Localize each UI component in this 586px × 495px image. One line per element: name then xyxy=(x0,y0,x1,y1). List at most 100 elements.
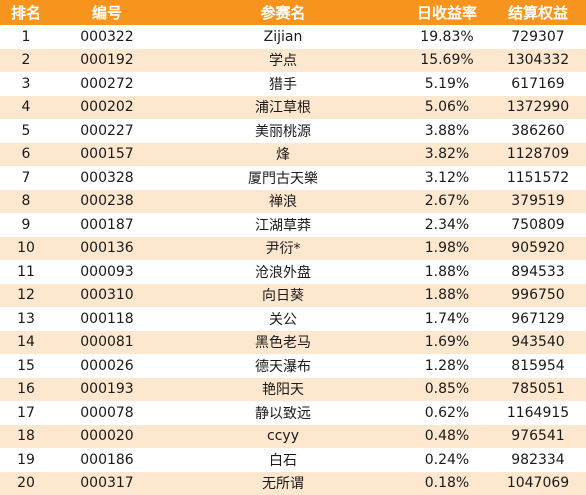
cell-rank: 3 xyxy=(21,75,31,92)
cell-name: 静以致远 xyxy=(255,405,311,422)
cell-equity: 943540 xyxy=(511,334,565,351)
cell-name: 无所谓 xyxy=(262,476,304,493)
table-row: 10 000136 尹衍* 1.98% 905920 xyxy=(0,236,586,260)
cell-rank: 16 xyxy=(17,381,35,398)
cell-code: 000081 xyxy=(80,334,134,351)
cell-name: 向日葵 xyxy=(262,288,304,305)
cell-code: 000026 xyxy=(80,357,134,374)
cell-equity: 750809 xyxy=(511,216,565,233)
cell-rank: 8 xyxy=(21,193,31,210)
cell-name: 沧浪外盘 xyxy=(255,264,311,281)
cell-rank: 14 xyxy=(17,334,35,351)
cell-equity: 976541 xyxy=(511,428,565,445)
cell-rank: 9 xyxy=(21,216,31,233)
table-row: 14 000081 黑色老马 1.69% 943540 xyxy=(0,330,586,354)
header-equity: 结算权益 xyxy=(507,4,568,22)
cell-code: 000136 xyxy=(80,240,134,257)
cell-code: 000078 xyxy=(80,404,134,421)
cell-daily-return: 1.98% xyxy=(424,240,470,257)
table-row: 15 000026 德天瀑布 1.28% 815954 xyxy=(0,354,586,378)
cell-daily-return: 0.18% xyxy=(424,475,470,492)
table-row: 1 000322 Zijian 19.83% 729307 xyxy=(0,25,586,49)
cell-name: 美丽桃源 xyxy=(255,123,311,140)
cell-name: 德天瀑布 xyxy=(255,358,311,375)
cell-daily-return: 3.82% xyxy=(424,146,470,163)
cell-name: 黑色老马 xyxy=(255,335,311,352)
cell-daily-return: 3.88% xyxy=(424,122,470,139)
cell-rank: 17 xyxy=(17,404,35,421)
cell-code: 000157 xyxy=(80,146,134,163)
cell-daily-return: 5.06% xyxy=(424,99,470,116)
cell-equity: 967129 xyxy=(511,310,565,327)
cell-daily-return: 19.83% xyxy=(420,28,474,45)
cell-equity: 982334 xyxy=(511,451,565,468)
cell-daily-return: 2.67% xyxy=(424,193,470,210)
cell-name: 学点 xyxy=(269,53,297,70)
cell-daily-return: 0.48% xyxy=(424,428,470,445)
table-header: 排名 编号 参赛名 日收益率 结算权益 xyxy=(0,0,586,25)
cell-equity: 785051 xyxy=(511,381,565,398)
cell-equity: 1151572 xyxy=(506,169,570,186)
cell-code: 000227 xyxy=(80,122,134,139)
cell-code: 000192 xyxy=(80,52,134,69)
cell-name: 厦門古天樂 xyxy=(248,170,318,187)
cell-name: 艳阳天 xyxy=(262,382,304,399)
cell-name: 禅浪 xyxy=(269,194,297,211)
cell-rank: 7 xyxy=(21,169,31,186)
cell-code: 000118 xyxy=(80,310,134,327)
cell-daily-return: 5.19% xyxy=(424,75,470,92)
header-rank: 排名 xyxy=(10,4,41,22)
cell-name: 烽 xyxy=(276,147,290,164)
table-row: 8 000238 禅浪 2.67% 379519 xyxy=(0,189,586,213)
cell-equity: 1372990 xyxy=(506,99,570,116)
cell-equity: 1304332 xyxy=(506,52,570,69)
cell-name: 猎手 xyxy=(269,76,297,93)
cell-code: 000310 xyxy=(80,287,134,304)
cell-code: 000186 xyxy=(80,451,134,468)
cell-rank: 13 xyxy=(17,310,35,327)
table-row: 6 000157 烽 3.82% 1128709 xyxy=(0,142,586,166)
cell-daily-return: 1.28% xyxy=(424,357,470,374)
cell-equity: 996750 xyxy=(511,287,565,304)
table-row: 12 000310 向日葵 1.88% 996750 xyxy=(0,283,586,307)
cell-daily-return: 0.62% xyxy=(424,404,470,421)
header-row: 排名 编号 参赛名 日收益率 结算权益 xyxy=(0,0,586,25)
table-row: 5 000227 美丽桃源 3.88% 386260 xyxy=(0,119,586,143)
cell-equity: 617169 xyxy=(511,75,565,92)
cell-code: 000317 xyxy=(80,475,134,492)
cell-name: 浦江草根 xyxy=(255,100,311,117)
cell-name: 尹衍* xyxy=(265,241,301,258)
table-row: 9 000187 江湖草莽 2.34% 750809 xyxy=(0,213,586,237)
table-row: 18 000020 ccyy 0.48% 976541 xyxy=(0,424,586,448)
cell-rank: 1 xyxy=(21,28,31,45)
table-row: 2 000192 学点 15.69% 1304332 xyxy=(0,48,586,72)
table-row: 19 000186 白石 0.24% 982334 xyxy=(0,448,586,472)
cell-daily-return: 15.69% xyxy=(420,52,474,69)
cell-rank: 2 xyxy=(21,52,31,69)
cell-equity: 815954 xyxy=(511,357,565,374)
cell-daily-return: 1.74% xyxy=(424,310,470,327)
cell-rank: 4 xyxy=(21,99,31,116)
table-row: 4 000202 浦江草根 5.06% 1372990 xyxy=(0,95,586,119)
cell-equity: 386260 xyxy=(511,122,565,139)
table-row: 3 000272 猎手 5.19% 617169 xyxy=(0,72,586,96)
cell-rank: 6 xyxy=(21,146,31,163)
cell-name: 关公 xyxy=(269,311,297,328)
cell-equity: 905920 xyxy=(511,240,565,257)
cell-rank: 18 xyxy=(17,428,35,445)
cell-daily-return: 1.69% xyxy=(424,334,470,351)
cell-rank: 5 xyxy=(21,122,31,139)
cell-code: 000093 xyxy=(80,263,134,280)
cell-equity: 729307 xyxy=(511,28,565,45)
cell-equity: 1047069 xyxy=(506,475,570,492)
cell-rank: 15 xyxy=(17,357,35,374)
cell-equity: 1164915 xyxy=(506,404,570,421)
table-body: 1 000322 Zijian 19.83% 729307 2 000192 学点 15.69%… xyxy=(0,25,586,495)
cell-daily-return: 2.34% xyxy=(424,216,470,233)
cell-rank: 19 xyxy=(17,451,35,468)
header-daily-return: 日收益率 xyxy=(416,4,477,22)
cell-code: 000187 xyxy=(80,216,134,233)
cell-rank: 20 xyxy=(17,475,35,492)
cell-name: ccyy xyxy=(267,428,299,445)
